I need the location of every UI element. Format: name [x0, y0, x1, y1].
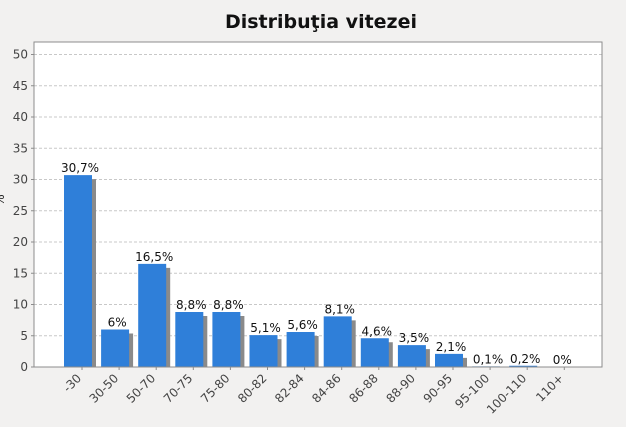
bar-90-95 [435, 353, 463, 367]
x-tick-label: 30-50 [87, 371, 122, 406]
y-tick-label: 20 [13, 235, 28, 249]
data-label: 4,6% [362, 324, 393, 338]
data-label: 8,8% [176, 298, 207, 312]
y-tick-label: 10 [13, 298, 28, 312]
x-tick-label: -30 [60, 371, 84, 395]
y-tick-label: 15 [13, 266, 28, 280]
data-label: 6% [108, 316, 127, 330]
y-tick-label: 5 [20, 329, 28, 343]
y-tick-label: 40 [13, 110, 28, 124]
x-tick-label: 90-95 [421, 371, 456, 406]
plot-area [34, 42, 602, 367]
bar-84-86 [323, 316, 352, 367]
x-tick-label: 82-84 [272, 371, 307, 406]
x-tick-label: 70-75 [161, 371, 196, 406]
y-tick-label: 35 [13, 141, 28, 155]
data-label: 3,5% [399, 331, 430, 345]
data-label: 8,1% [324, 302, 355, 316]
bar-100-110 [509, 365, 538, 367]
data-label: 0,1% [473, 352, 504, 366]
chart-title: Distribuţia vitezei [225, 11, 417, 33]
data-label: 2,1% [436, 340, 467, 354]
bar-86-88 [360, 338, 389, 367]
y-axis-ticks: 0 5 10 15 20 25 30 35 40 45 50 [13, 48, 34, 374]
bar-75-80 [212, 312, 241, 367]
data-labels: 30,7% 6% 16,5% 8,8% 8,8% 5,1% 5,6% 8,1% 4,6% 3,5%… [61, 161, 572, 367]
data-label: 8,8% [213, 298, 244, 312]
plot-border [33, 41, 603, 368]
bar-50-70 [138, 263, 167, 367]
x-tick-label: 75-80 [198, 371, 233, 406]
data-label: 30,7% [61, 161, 99, 175]
x-tick-label: 50-70 [124, 371, 159, 406]
x-tick-label: 100-110 [484, 371, 529, 416]
bar-88-90 [397, 345, 426, 367]
data-label: 0,2% [510, 352, 541, 366]
x-tick-label: 110+ [533, 371, 566, 404]
bar-30-50 [101, 329, 130, 367]
bars [64, 175, 538, 367]
y-axis-label: % [0, 194, 7, 205]
x-tick-label: 80-82 [235, 371, 270, 406]
x-tick-label: 88-90 [383, 371, 418, 406]
x-tick-label: 84-86 [309, 371, 344, 406]
y-tick-label: 0 [20, 360, 28, 374]
bar-82-84 [286, 332, 315, 367]
x-axis-ticks: -30 30-50 50-70 70-75 75-80 80-82 82-84 84-86 86… [60, 367, 566, 417]
bar--30 [64, 175, 92, 367]
x-tick-label: 86-88 [346, 371, 381, 406]
data-label: 16,5% [135, 250, 173, 264]
y-tick-label: 25 [13, 204, 28, 218]
data-label: 5,6% [287, 318, 318, 332]
data-label: 5,1% [250, 321, 281, 335]
y-tick-label: 30 [13, 173, 28, 187]
bar-70-75 [175, 312, 204, 367]
y-tick-label: 50 [13, 48, 28, 62]
y-tick-label: 45 [13, 79, 28, 93]
data-label: 0% [553, 353, 572, 367]
bar-80-82 [249, 335, 278, 367]
